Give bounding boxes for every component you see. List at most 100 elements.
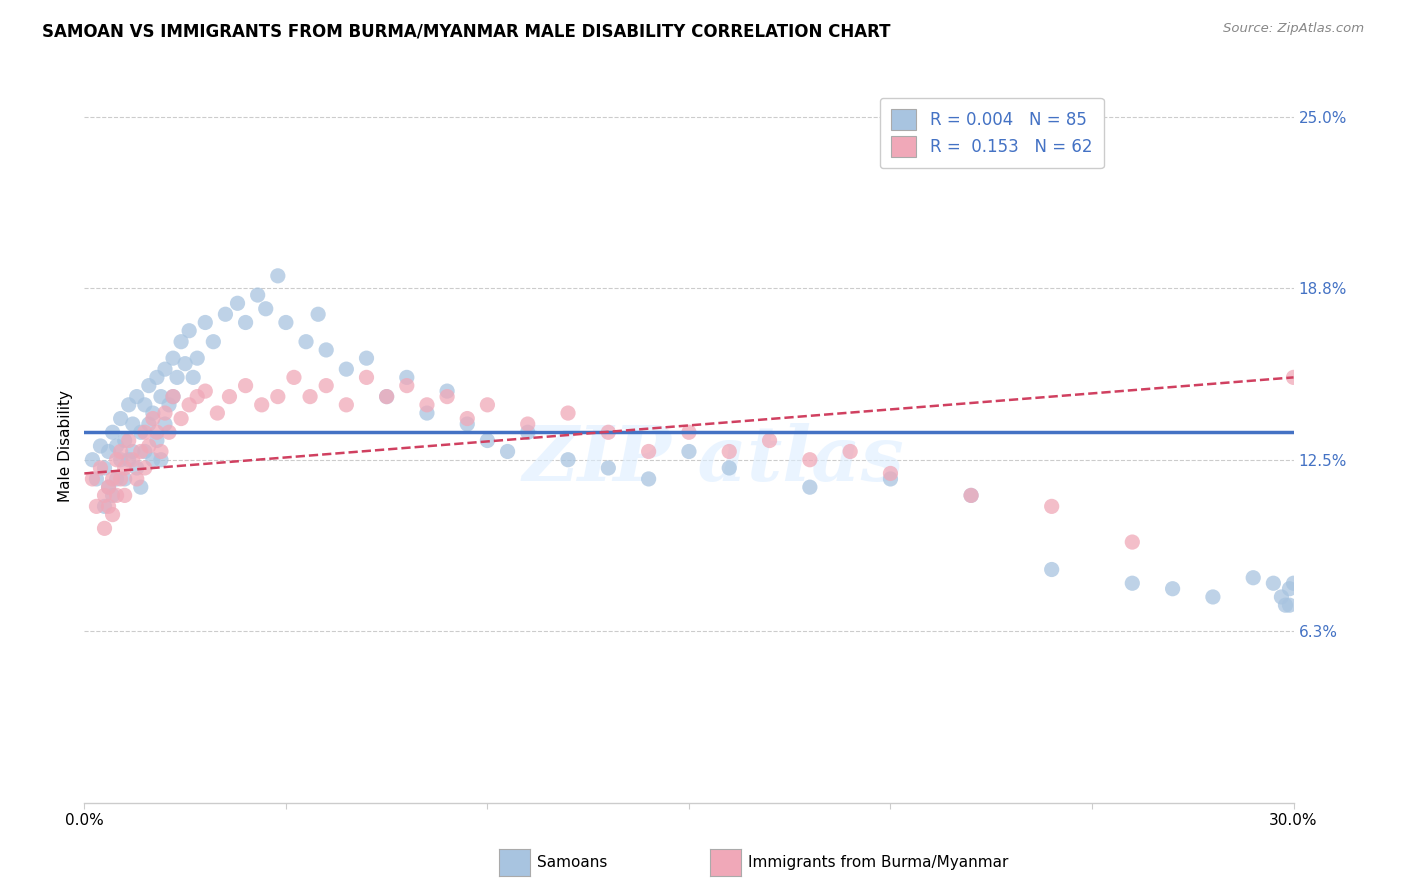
Point <box>121 444 143 458</box>
Point <box>89 439 111 453</box>
Point <box>105 472 128 486</box>
Point <box>839 444 862 458</box>
Point <box>214 307 236 321</box>
Point <box>557 452 579 467</box>
Point <box>1278 598 1301 612</box>
Point <box>105 452 128 467</box>
Point <box>157 398 180 412</box>
Point <box>1282 370 1305 384</box>
Point <box>129 444 152 458</box>
Point <box>879 467 901 481</box>
Point <box>879 472 901 486</box>
Point <box>142 411 165 425</box>
Point <box>267 268 290 283</box>
Text: SAMOAN VS IMMIGRANTS FROM BURMA/MYANMAR MALE DISABILITY CORRELATION CHART: SAMOAN VS IMMIGRANTS FROM BURMA/MYANMAR … <box>42 22 890 40</box>
Text: Immigrants from Burma/Myanmar: Immigrants from Burma/Myanmar <box>748 855 1008 870</box>
Point <box>1040 500 1063 514</box>
Point <box>82 472 104 486</box>
Point <box>105 488 128 502</box>
Point <box>456 417 478 431</box>
Point <box>436 390 458 404</box>
Point <box>170 411 193 425</box>
Point <box>101 508 124 522</box>
Point <box>114 488 136 502</box>
Point <box>138 417 160 431</box>
Point <box>118 452 141 467</box>
Point <box>254 301 277 316</box>
Point <box>129 425 152 440</box>
Point <box>718 461 741 475</box>
Point <box>149 452 172 467</box>
Point <box>186 351 208 366</box>
Point <box>356 351 378 366</box>
Point <box>97 480 120 494</box>
Point <box>86 472 108 486</box>
Point <box>218 390 240 404</box>
Point <box>146 434 169 448</box>
Point <box>97 500 120 514</box>
Point <box>89 461 111 475</box>
Legend: R = 0.004   N = 85, R =  0.153   N = 62: R = 0.004 N = 85, R = 0.153 N = 62 <box>880 97 1104 169</box>
Point <box>101 472 124 486</box>
Point <box>202 334 225 349</box>
Point <box>207 406 229 420</box>
Point <box>235 316 257 330</box>
Point <box>97 444 120 458</box>
Point <box>960 488 983 502</box>
Text: Samoans: Samoans <box>537 855 607 870</box>
Point <box>1241 571 1264 585</box>
Point <box>678 425 700 440</box>
Point <box>1263 576 1285 591</box>
Point <box>179 398 201 412</box>
Point <box>93 521 115 535</box>
Point <box>274 316 297 330</box>
Point <box>194 316 217 330</box>
Point <box>118 434 141 448</box>
Point <box>153 417 176 431</box>
Point <box>170 334 193 349</box>
Point <box>179 324 201 338</box>
Point <box>335 398 357 412</box>
Point <box>110 452 132 467</box>
Point <box>226 296 249 310</box>
Point <box>134 461 156 475</box>
Point <box>598 425 620 440</box>
Point <box>1161 582 1184 596</box>
Point <box>375 390 398 404</box>
Point <box>235 378 257 392</box>
Point <box>149 444 172 458</box>
Point <box>477 398 499 412</box>
Point <box>105 439 128 453</box>
Point <box>121 417 143 431</box>
Point <box>134 444 156 458</box>
Point <box>335 362 357 376</box>
Point <box>637 472 659 486</box>
Point <box>125 390 148 404</box>
Point <box>416 406 439 420</box>
Point <box>1282 576 1305 591</box>
Point <box>157 425 180 440</box>
Point <box>1278 582 1301 596</box>
Point <box>516 417 538 431</box>
Point <box>799 452 821 467</box>
Point <box>307 307 329 321</box>
Point <box>174 357 197 371</box>
Point <box>146 425 169 440</box>
Point <box>153 406 176 420</box>
Point <box>129 480 152 494</box>
Point <box>82 452 104 467</box>
Point <box>1270 590 1292 604</box>
Point <box>477 434 499 448</box>
Point <box>110 411 132 425</box>
Point <box>121 452 143 467</box>
Point <box>637 444 659 458</box>
Point <box>496 444 519 458</box>
Point <box>1202 590 1225 604</box>
Point <box>1121 576 1143 591</box>
Point <box>315 343 337 357</box>
Point <box>114 434 136 448</box>
Y-axis label: Male Disability: Male Disability <box>58 390 73 502</box>
Point <box>267 390 290 404</box>
Point <box>516 425 538 440</box>
Point <box>758 434 780 448</box>
